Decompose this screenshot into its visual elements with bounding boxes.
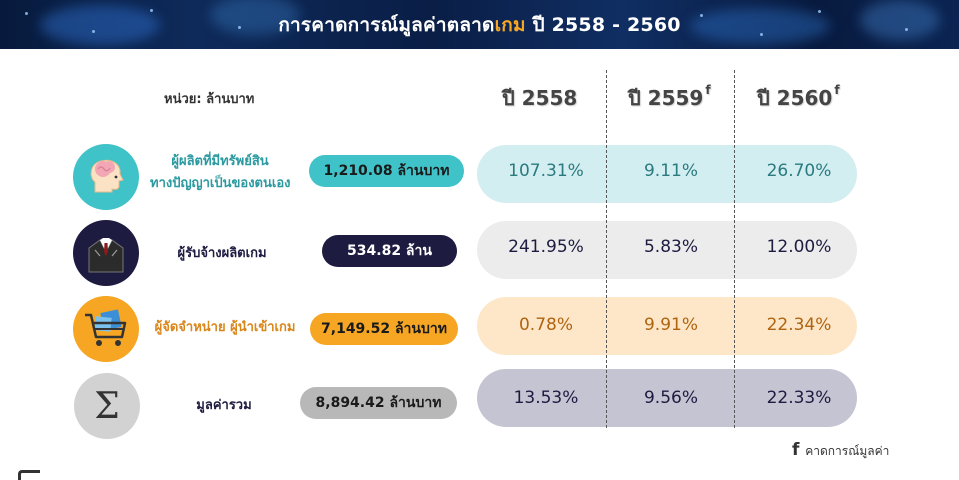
row-icon-circle <box>73 296 139 362</box>
businessman-suit-icon <box>88 238 124 273</box>
growth-2558: 241.95% <box>508 237 584 257</box>
row-icon-circle: Σ <box>74 373 140 439</box>
forecast-mark: f <box>834 83 840 98</box>
column-divider <box>734 70 735 428</box>
year-header-2559: ปี 2559 f <box>628 82 711 114</box>
value-pill-ip-owner: 1,210.08 ล้านบาท <box>309 155 464 187</box>
page-title-years: ปี 2558 - 2560 <box>525 13 681 36</box>
value-pill-distributor: 7,149.52 ล้านบาท <box>310 313 458 345</box>
page-title-text: การคาดการณ์มูลค่าตลาด <box>278 13 495 36</box>
row-label-contractor: ผู้รับจ้างผลิตเกม <box>177 246 267 261</box>
footnote-mark: f <box>792 440 800 460</box>
year-header-2560: ปี 2560 f <box>757 82 840 114</box>
year-header-2558: ปี 2558 <box>502 82 579 114</box>
banner-spark <box>760 33 763 36</box>
banner-spark <box>92 30 95 33</box>
row-band-ip-owner <box>477 145 857 203</box>
row-label-ip-owner: ผู้ผลิตที่มีทรัพย์สิน ทางปัญญาเป็นของตนเ… <box>150 151 290 195</box>
row-label-line1: ผู้ผลิตที่มีทรัพย์สิน <box>171 154 269 169</box>
next-section-edge <box>18 470 40 480</box>
banner-spark <box>905 28 908 31</box>
sigma-sum-icon: Σ <box>94 385 120 427</box>
value-pill-total: 8,894.42 ล้านบาท <box>300 387 457 419</box>
value-pill-contractor: 534.82 ล้าน <box>322 235 457 267</box>
growth-2558: 13.53% <box>513 388 579 408</box>
row-label-line2: ทางปัญญาเป็นของตนเอง <box>150 176 291 191</box>
row-label-distributor: ผู้จัดจำหน่าย ผู้นำเข้าเกม <box>154 320 296 335</box>
footnote-text: คาดการณ์มูลค่า <box>805 444 890 458</box>
growth-2559: 9.11% <box>643 161 698 181</box>
row-label-total: มูลค่ารวม <box>196 398 252 413</box>
forecast-mark: f <box>705 83 711 98</box>
year-header-label: ปี 2560 <box>757 86 833 110</box>
banner-spark <box>150 9 153 12</box>
header-banner: การคาดการณ์มูลค่าตลาด เกม ปี 2558 - 2560 <box>0 0 959 49</box>
page-title: การคาดการณ์มูลค่าตลาด เกม ปี 2558 - 2560 <box>0 0 959 49</box>
brain-head-icon <box>90 159 124 193</box>
row-icon-circle <box>73 220 139 286</box>
shopping-cart-icon <box>85 309 127 346</box>
row-icon-circle <box>73 144 139 210</box>
year-header-label: ปี 2558 <box>502 86 578 110</box>
growth-2559: 5.83% <box>643 237 698 257</box>
banner-glow <box>860 0 940 40</box>
row-band-distributor <box>477 297 857 355</box>
growth-2558: 0.78% <box>518 315 573 335</box>
banner-spark <box>25 12 28 15</box>
banner-glow <box>690 8 830 44</box>
growth-2560: 22.33% <box>766 388 832 408</box>
page-title-highlight: เกม <box>494 13 526 36</box>
growth-2558: 107.31% <box>508 161 584 181</box>
row-band-total <box>477 369 857 427</box>
unit-label: หน่วย: ล้านบาท <box>164 92 255 107</box>
year-header-label: ปี 2559 <box>628 86 704 110</box>
growth-2560: 26.70% <box>766 161 832 181</box>
growth-2559: 9.56% <box>643 388 698 408</box>
banner-glow <box>210 0 300 35</box>
banner-spark <box>238 26 241 29</box>
growth-2560: 12.00% <box>766 237 832 257</box>
column-divider <box>606 70 607 428</box>
row-band-contractor <box>477 221 857 279</box>
banner-spark <box>818 10 821 13</box>
forecast-footnote: f คาดการณ์มูลค่า <box>792 440 889 461</box>
banner-spark <box>700 14 703 17</box>
growth-2559: 9.91% <box>643 315 698 335</box>
banner-glow <box>40 5 160 45</box>
growth-2560: 22.34% <box>766 315 832 335</box>
